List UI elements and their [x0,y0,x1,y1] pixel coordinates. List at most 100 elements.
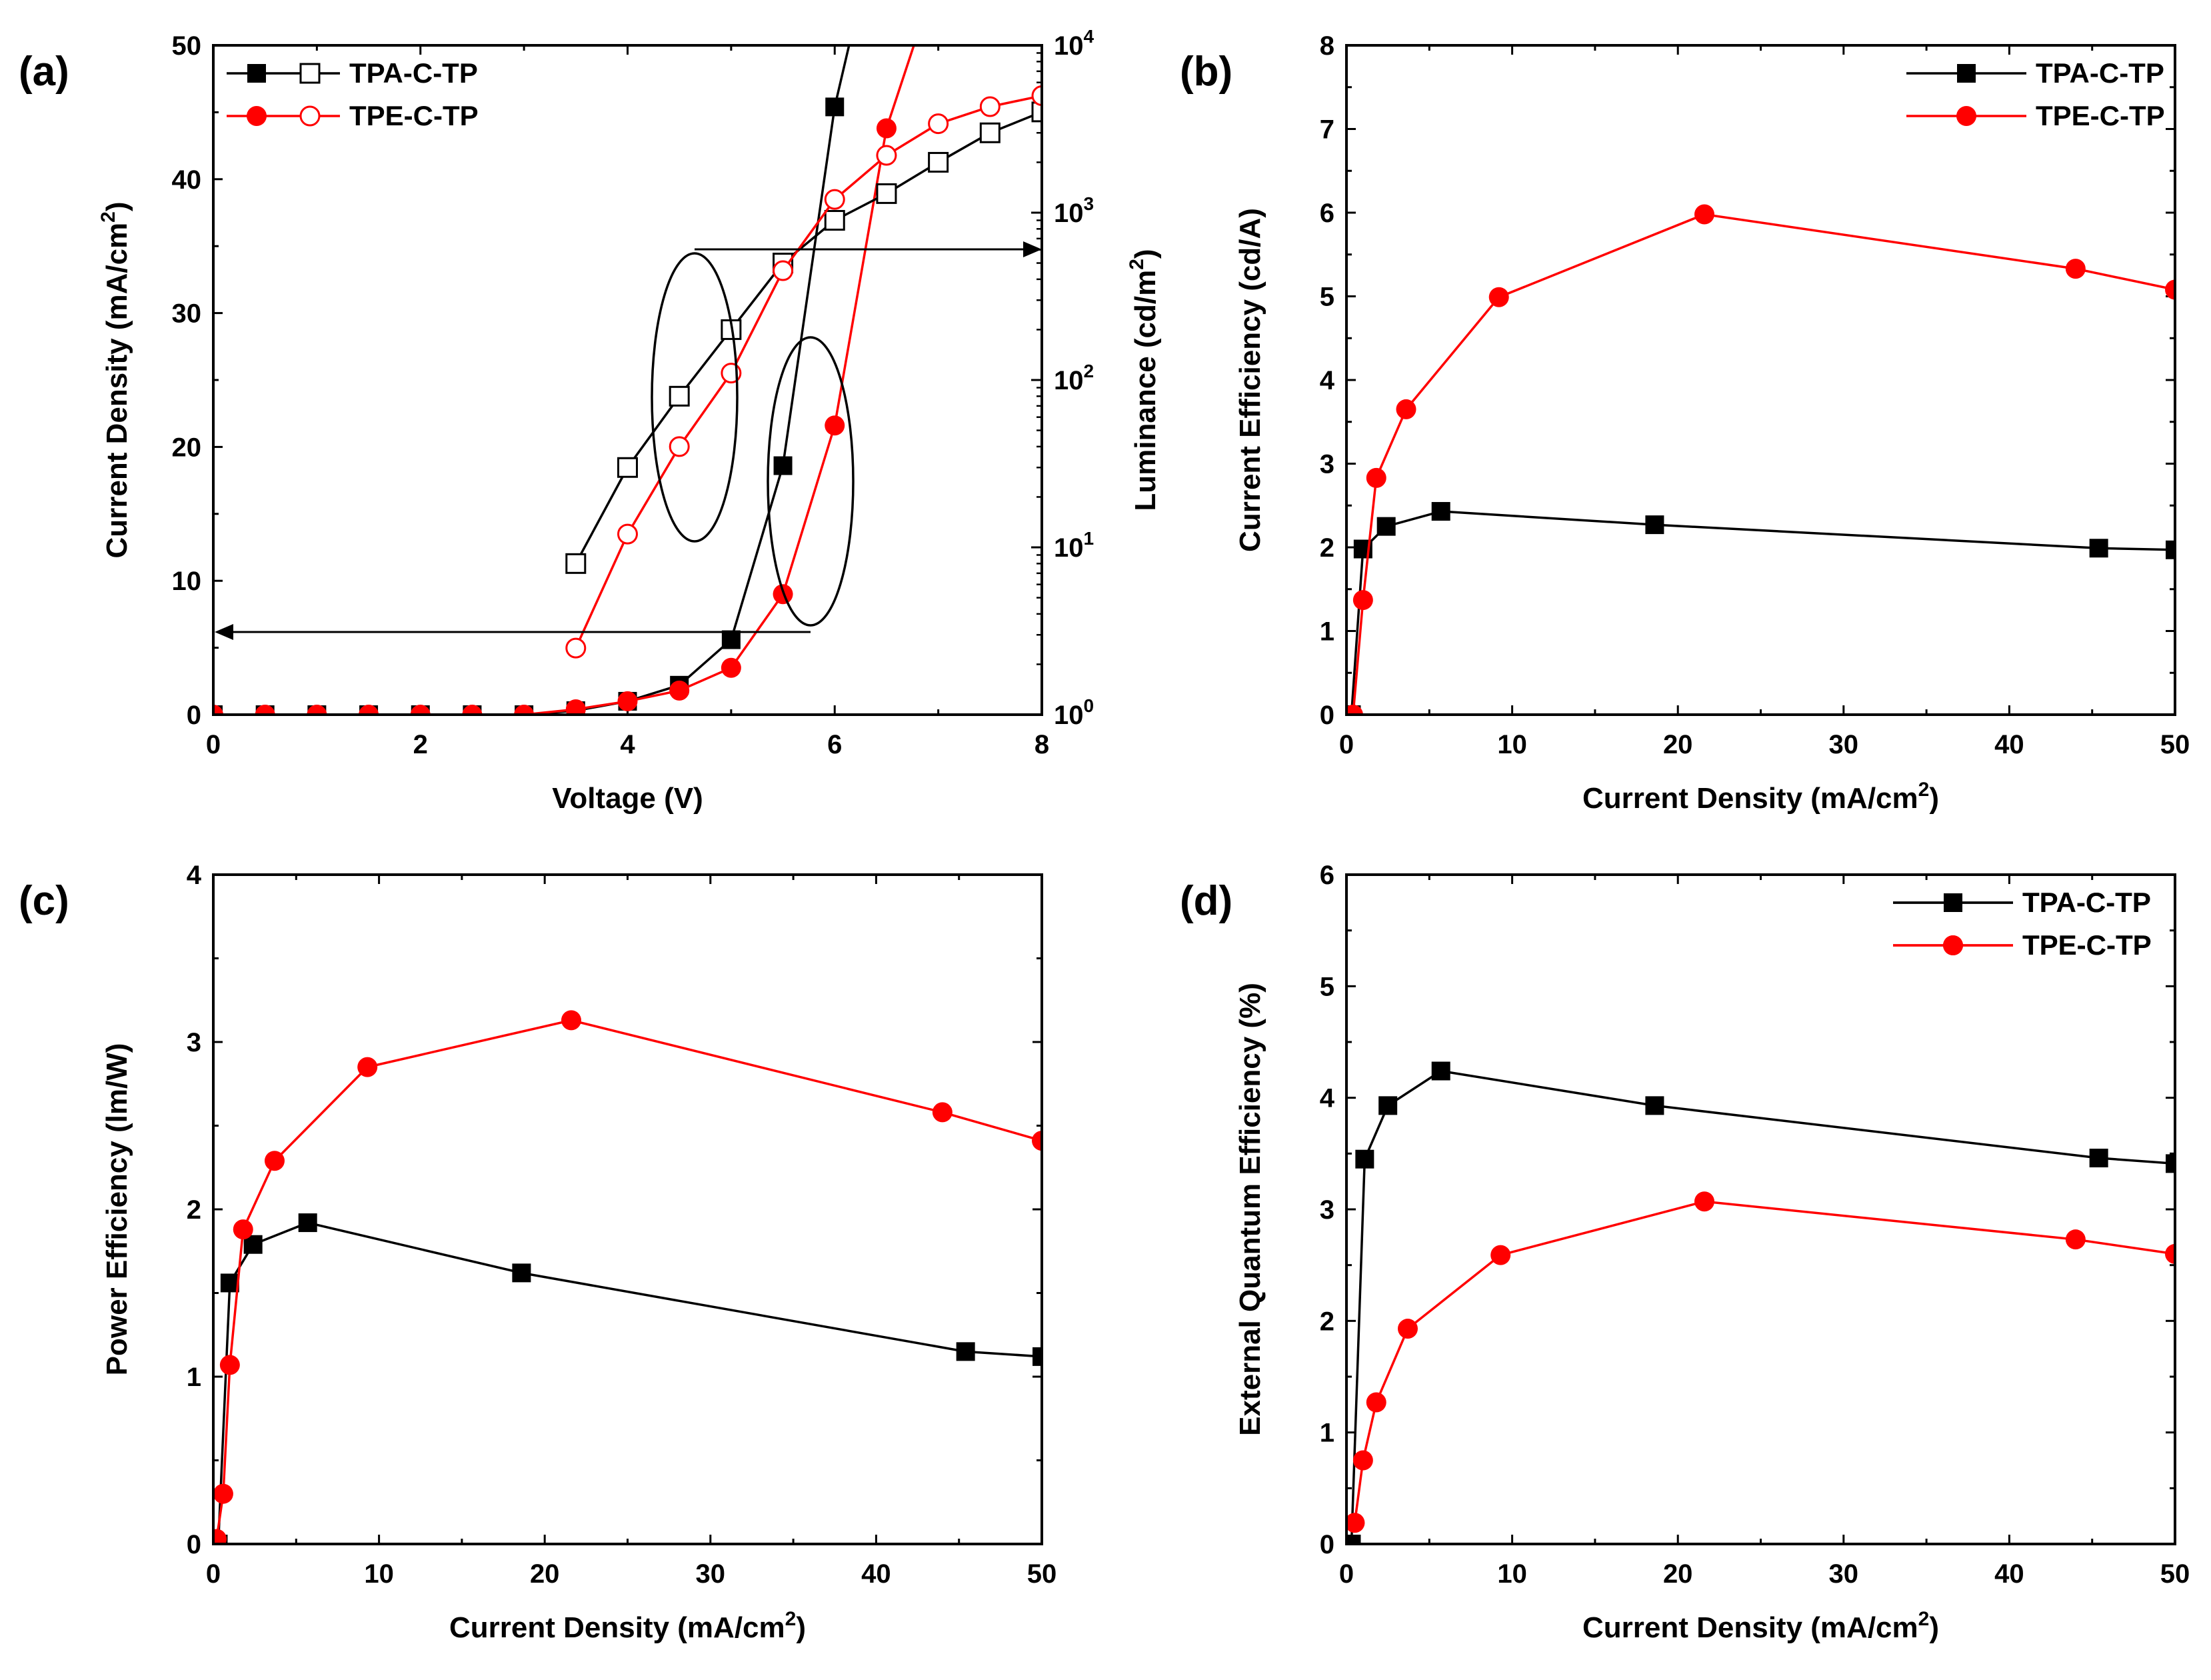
x-tick-label: 20 [1663,730,1693,759]
data-point [773,456,793,475]
legend: TPA-C-TP TPE-C-TP [227,57,479,131]
data-point [1376,517,1396,536]
x-tick-label: 40 [1994,730,2024,759]
y-axis-title: Current Efficiency (cd/A) [1234,208,1266,552]
legend-marker [299,105,321,127]
data-point [462,705,483,715]
y-tick-label: 5 [1320,972,1334,1001]
data-point [264,1151,285,1171]
y-tick-label: 40 [172,165,202,195]
legend-label: TPA-C-TP [2022,887,2151,918]
data-point [220,1273,239,1293]
data-point [219,1355,240,1375]
y-tick-label: 10 [172,567,202,596]
arrow-left-head [215,624,233,640]
series-line-2 [215,1019,1042,1539]
data-point [561,1010,581,1031]
annotations [215,241,1042,640]
data-point [669,680,690,701]
y2-tick-label: 104 [1054,26,1095,61]
legend-label: TPA-C-TP [2036,57,2164,89]
series-line-2 [1352,213,2175,715]
data-point [213,1529,227,1544]
data-point [1366,1392,1386,1413]
panel-label: (a) [19,49,69,95]
data-point [1396,399,1416,419]
plot-area [1346,1061,2175,1544]
legend-marker [247,106,267,126]
series-line-1 [1350,1069,2175,1544]
data-point [512,1263,531,1283]
data-point [1033,1347,1042,1366]
y-tick-label: 4 [1320,366,1335,395]
plot-frame [212,873,1043,1545]
y-tick-label: 0 [187,701,201,730]
chart-panel-4: (d) 0 10 20 30 40 50 0 1 2 3 4 5 6 Current Density (mA… [1180,861,2190,1644]
legend: TPA-C-TP TPE-C-TP [1906,57,2165,131]
y-axis-title: External Quantum Efficiency (%) [1234,983,1266,1436]
legend-label: TPE-C-TP [349,100,479,131]
data-point [2166,1154,2175,1173]
data-point [721,630,741,649]
y-tick-label: 3 [187,1028,201,1057]
x-tick-label: 4 [620,730,635,759]
legend-marker [1943,935,1963,955]
x-axis-title: Current Density (mA/cm2) [1582,779,1939,815]
y2-tick-label: 102 [1054,361,1094,395]
panel-label: (c) [19,878,69,924]
y-tick-label: 4 [187,861,202,890]
x-tick-label: 50 [2160,730,2190,759]
data-point [617,457,638,478]
y-tick-label: 3 [1320,450,1334,479]
legend-marker [247,64,266,83]
x-tick-label: 30 [696,1559,726,1589]
data-point [233,1219,253,1240]
plot-frame [1345,873,2176,1545]
x-tick-label: 0 [206,730,221,759]
x-tick-label: 0 [206,1559,221,1589]
data-point [255,705,275,715]
data-point [932,1102,953,1123]
y-tick-label: 30 [172,299,202,329]
data-point [2065,1229,2086,1250]
data-point [565,637,587,659]
data-point [1694,1191,1714,1212]
data-point [1346,705,1363,715]
x-tick-label: 30 [1829,730,1859,759]
data-point [2165,279,2175,300]
data-point [1031,85,1042,107]
data-point [1355,1149,1374,1169]
y-tick-label: 1 [1320,1419,1334,1448]
ellipse-current [767,336,855,627]
y-tick-label: 6 [1320,861,1334,890]
data-point [1488,287,1509,307]
data-point [1352,590,1373,611]
data-point [669,436,690,457]
y-tick-label: 8 [1320,31,1334,61]
legend-label: TPE-C-TP [2036,100,2165,131]
data-point [565,553,587,574]
x-tick-label: 8 [1035,730,1049,759]
data-point [1031,101,1042,123]
legend-marker [1944,893,1962,912]
data-point [824,209,845,231]
series-line-2 [213,45,915,715]
y-tick-label: 2 [187,1195,201,1225]
plot-area [213,45,1042,715]
data-point [1645,515,1664,535]
y-tick-label: 0 [187,1530,201,1559]
data-point [721,657,741,678]
data-point [1352,1450,1373,1471]
data-point [825,415,845,436]
x-axis-title: Current Density (mA/cm2) [1582,1608,1939,1644]
data-point [824,189,845,210]
legend-marker [299,63,321,84]
data-point [410,705,431,715]
legend-marker [1957,64,1976,83]
x-tick-label: 10 [1497,730,1527,759]
data-point [1366,467,1386,488]
y2-tick-label: 100 [1054,695,1094,730]
x-tick-label: 20 [1663,1559,1693,1589]
